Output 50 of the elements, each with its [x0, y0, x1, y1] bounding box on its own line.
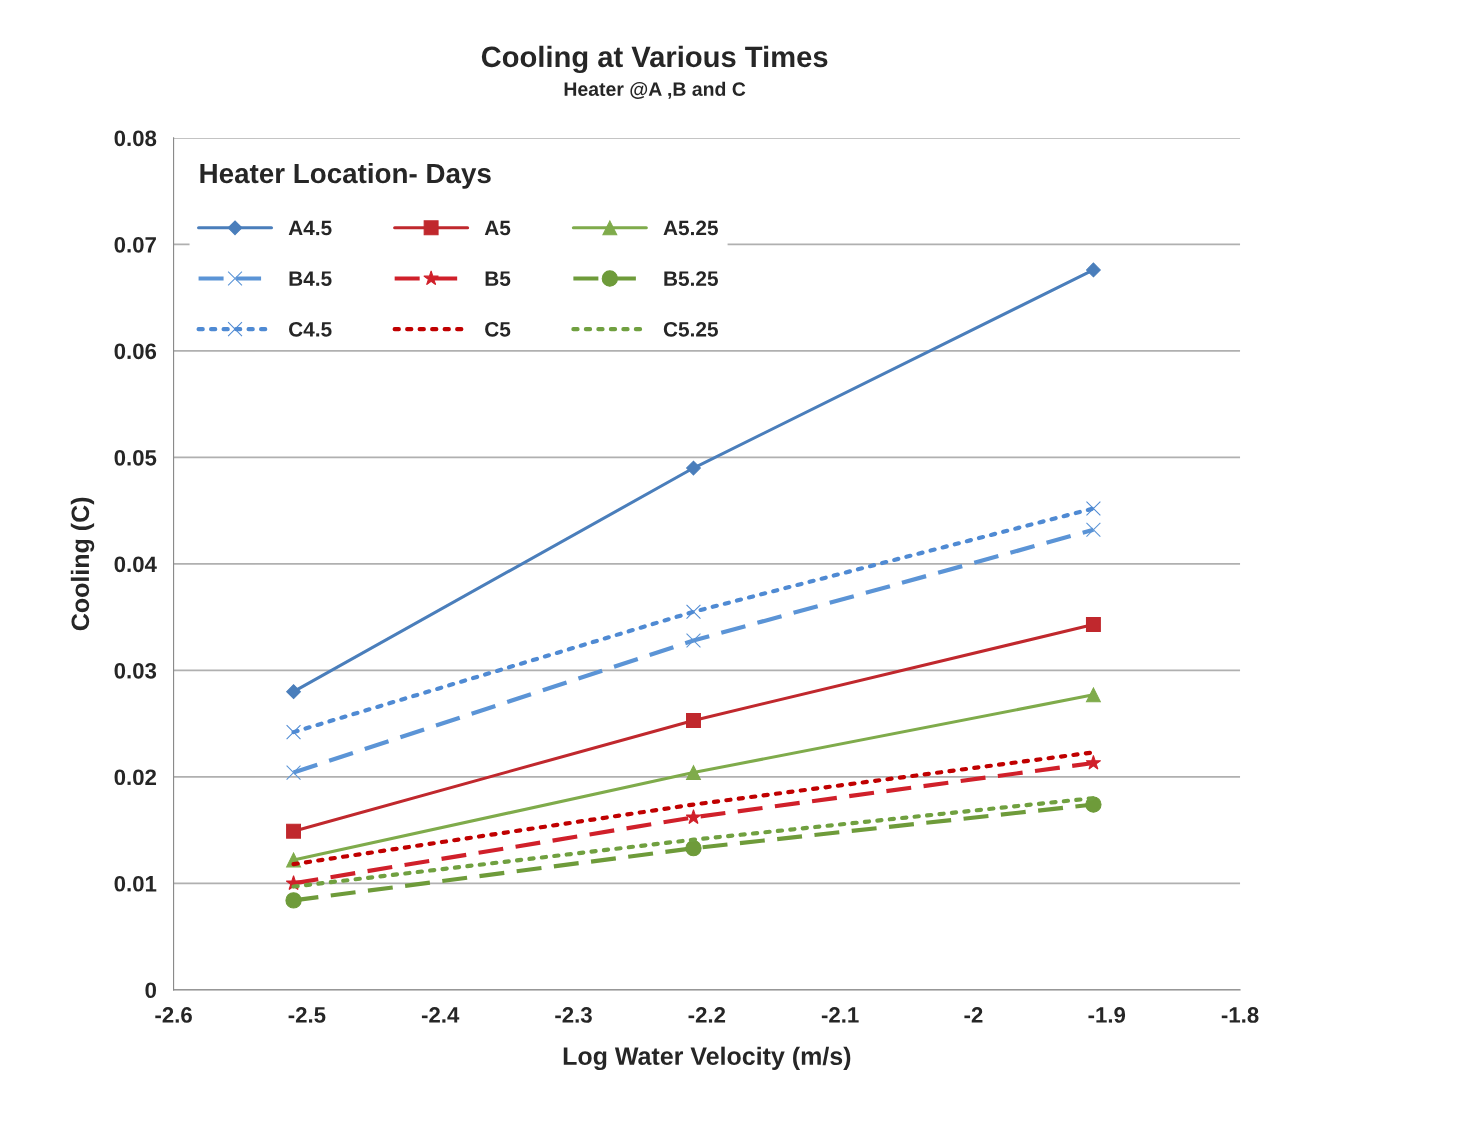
- legend-label: B5.25: [664, 271, 718, 286]
- point: [286, 684, 301, 700]
- x-tick-label: -2: [964, 1007, 983, 1023]
- legend-label: A5: [484, 220, 511, 236]
- point: [686, 765, 701, 781]
- chart-title: Cooling at Various Times: [481, 45, 828, 74]
- legend-label: B5: [485, 271, 511, 286]
- point: [1085, 501, 1101, 516]
- legend-label: C5.25: [663, 321, 718, 337]
- x-tick-label: -1.8: [1221, 1007, 1259, 1023]
- point: [286, 823, 302, 839]
- point: [1085, 617, 1101, 633]
- x-tick-label: -2.2: [688, 1007, 726, 1023]
- y-tick-label: 0.08: [114, 130, 157, 147]
- y-tick-label: 0.04: [114, 556, 157, 573]
- x-tick-label: -1.9: [1088, 1007, 1126, 1023]
- y-tick-label: 0.07: [114, 236, 156, 253]
- point: [1085, 522, 1101, 538]
- y-tick-label: 0.05: [114, 449, 157, 466]
- point: [286, 724, 302, 740]
- y-tick-label: 0.03: [114, 662, 157, 679]
- x-tick-label: -2.3: [555, 1007, 592, 1023]
- y-tick-label: 0: [145, 982, 156, 999]
- legend-label: C4.5: [289, 321, 332, 337]
- x-tick-label: -2.6: [155, 1007, 192, 1023]
- legend-label: B4.5: [289, 271, 332, 286]
- x-tick-label: -2.4: [421, 1007, 460, 1023]
- point: [685, 840, 702, 857]
- x-tick-label: -2.1: [821, 1007, 859, 1023]
- legend-title: Heater Location- Days: [200, 162, 491, 189]
- point: [1086, 262, 1101, 278]
- point: [1085, 754, 1102, 770]
- point: [685, 809, 702, 825]
- x-tick-label: -2.5: [288, 1007, 326, 1023]
- legend-label: A5.25: [663, 220, 718, 236]
- y-tick-label: 0.02: [114, 769, 157, 786]
- point: [686, 712, 701, 728]
- point: [686, 604, 701, 620]
- point: [285, 892, 302, 909]
- point: [1085, 687, 1101, 703]
- chart-subtitle: Heater @A ,B and C: [564, 81, 746, 99]
- point: [686, 460, 701, 476]
- point: [686, 633, 701, 648]
- x-axis-title: Log Water Velocity (m/s): [563, 1046, 851, 1071]
- legend-label: A4.5: [288, 220, 332, 236]
- point: [286, 765, 302, 781]
- y-axis-title: Cooling (C): [70, 497, 95, 631]
- legend-label: C5: [485, 321, 511, 337]
- y-tick-label: 0.06: [114, 343, 157, 360]
- y-tick-label: 0.01: [114, 875, 157, 892]
